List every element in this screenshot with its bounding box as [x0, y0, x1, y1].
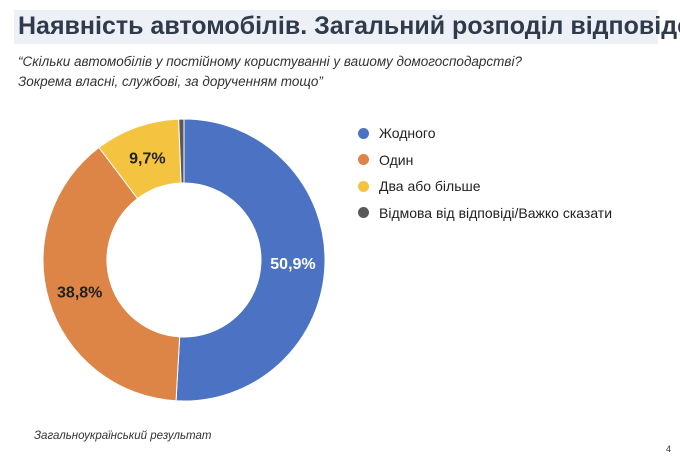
legend-swatch-icon	[358, 127, 369, 139]
legend-swatch-icon	[358, 180, 369, 192]
legend-label: Жодного	[379, 125, 436, 142]
legend-swatch-icon	[358, 154, 369, 166]
donut-slice-2	[42, 146, 181, 402]
survey-question: “Скільки автомобілів у постійному корист…	[18, 52, 658, 92]
question-line-2: Зокрема власні, службові, за дорученням …	[18, 74, 323, 89]
slice-label-3: 9,7%	[129, 150, 165, 167]
question-line-1: “Скільки автомобілів у постійному корист…	[18, 54, 522, 69]
slice-label-1: 50,9%	[270, 256, 315, 273]
legend-item-3: Два або більше	[358, 173, 612, 200]
legend-label: Відмова від відповіді/Важко сказати	[379, 204, 613, 221]
legend-label: Один	[379, 151, 414, 168]
slice-label-2: 38,8%	[57, 285, 102, 302]
donut-slice-1	[175, 118, 326, 402]
legend-item-2: Один	[358, 147, 612, 174]
legend-item-1: Жодного	[358, 120, 612, 147]
chart-legend: Жодного Один Два або більше Відмова від від…	[358, 120, 612, 226]
title-band	[14, 10, 658, 44]
donut-slice-4	[178, 118, 185, 184]
page-number: 4	[666, 444, 672, 454]
page-title: Наявність автомобілів. Загальний розподі…	[18, 12, 680, 40]
legend-swatch-icon	[358, 207, 369, 219]
legend-item-4: Відмова від відповіді/Важко сказати	[358, 200, 612, 227]
footer-note: Загальноукраїнський результат	[34, 430, 212, 442]
legend-label: Два або більше	[379, 178, 481, 195]
